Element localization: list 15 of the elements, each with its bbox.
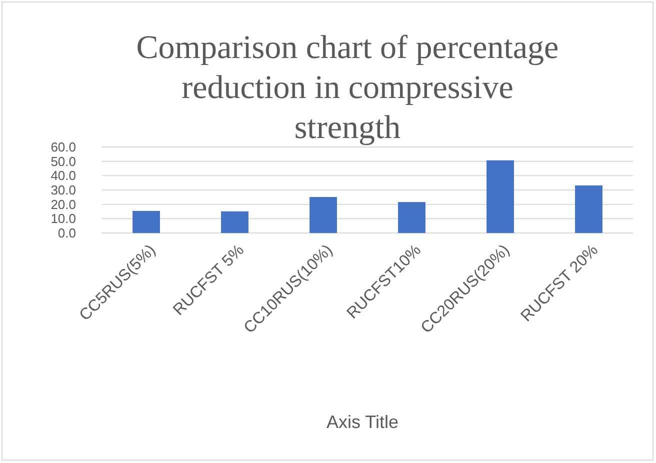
y-tick-label: 0.0	[58, 226, 76, 241]
bar	[132, 210, 160, 233]
bar	[310, 197, 337, 233]
bar	[398, 202, 426, 233]
y-tick-label: 60.0	[50, 140, 76, 155]
chart-title: Comparison chart of percentage reduction in compressive strength	[136, 30, 559, 146]
y-tick-label: 40.0	[50, 168, 76, 184]
bar	[486, 160, 514, 233]
y-tick-label: 20.0	[50, 196, 76, 212]
y-tick-label: 50.0	[50, 154, 76, 169]
bar	[221, 211, 248, 233]
y-tick-label: 30.0	[50, 182, 76, 198]
x-axis-title: Axis Title	[326, 412, 399, 432]
bar	[575, 185, 602, 233]
y-tick-label: 10.0	[50, 211, 76, 226]
